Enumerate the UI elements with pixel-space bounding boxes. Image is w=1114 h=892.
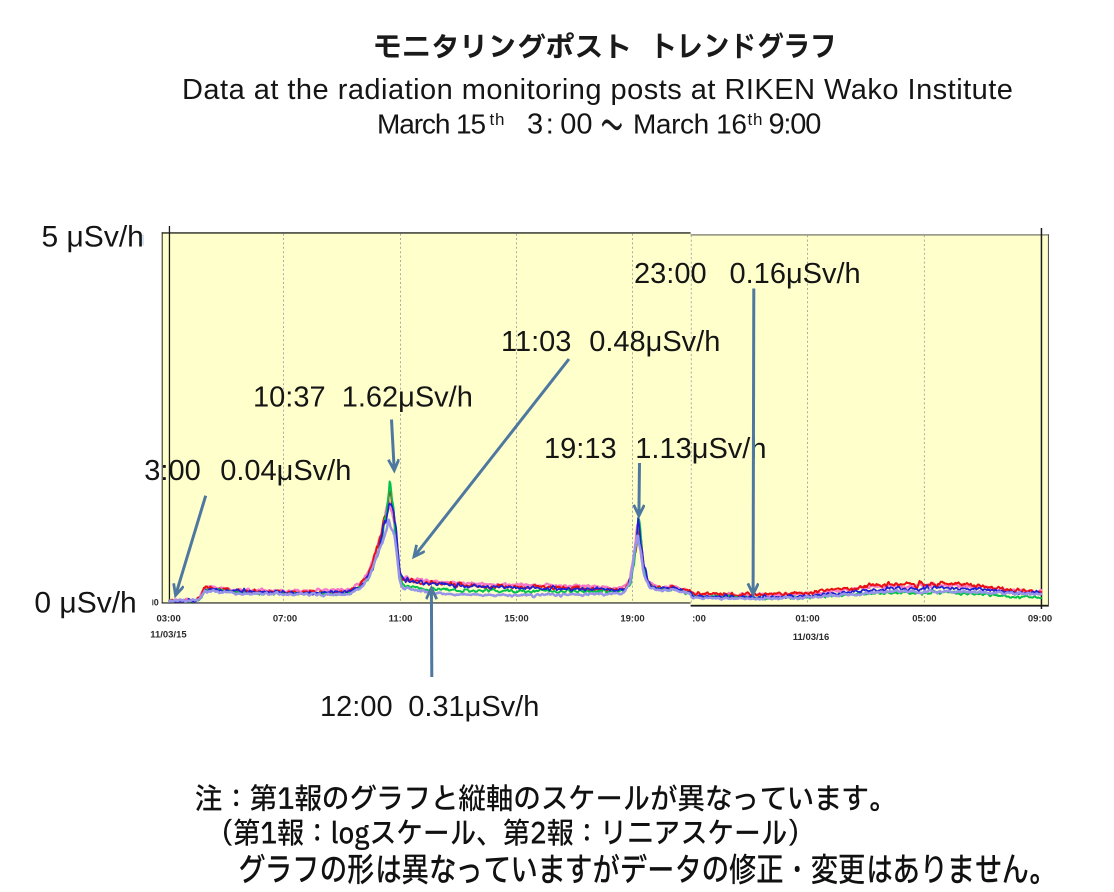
- svg-text:March 15: March 15: [377, 109, 485, 140]
- svg-text:0.31μSv/h: 0.31μSv/h: [408, 691, 539, 723]
- svg-text:05:00: 05:00: [912, 614, 936, 625]
- svg-text:03:00: 03:00: [156, 614, 180, 625]
- svg-text:1.13μSv/h: 1.13μSv/h: [635, 433, 766, 465]
- svg-text:15:00: 15:00: [504, 614, 528, 625]
- svg-text:3: 3: [527, 109, 543, 141]
- svg-text:11:00: 11:00: [389, 614, 413, 625]
- svg-text:0 μSv/h: 0 μSv/h: [34, 587, 136, 620]
- svg-text:1.62μSv/h: 1.62μSv/h: [342, 381, 473, 413]
- svg-text::: :: [546, 109, 554, 141]
- svg-text:5 μSv/h: 5 μSv/h: [42, 220, 144, 253]
- svg-text:9:00: 9:00: [769, 109, 821, 141]
- svg-text:0.16μSv/h: 0.16μSv/h: [730, 258, 861, 290]
- svg-text:3:00: 3:00: [144, 455, 200, 487]
- svg-text:23:00: 23:00: [634, 258, 707, 290]
- svg-text:March 16: March 16: [633, 109, 747, 140]
- svg-text:01:00: 01:00: [795, 614, 819, 625]
- svg-text:th: th: [490, 110, 506, 129]
- svg-text:00: 00: [560, 109, 592, 141]
- svg-text:11:03: 11:03: [501, 326, 571, 358]
- svg-text:19:13: 19:13: [544, 433, 617, 465]
- svg-text::00: :00: [692, 614, 706, 625]
- svg-text:0: 0: [154, 597, 159, 607]
- svg-text:th: th: [748, 110, 764, 129]
- svg-text:09:00: 09:00: [1028, 614, 1052, 625]
- svg-text:19:00: 19:00: [620, 614, 644, 625]
- svg-text:10:37: 10:37: [253, 381, 326, 413]
- svg-text:11/03/15: 11/03/15: [150, 630, 187, 641]
- svg-text:0.04μSv/h: 0.04μSv/h: [220, 455, 351, 487]
- svg-text:0.48μSv/h: 0.48μSv/h: [589, 326, 720, 358]
- svg-text:07:00: 07:00: [273, 614, 297, 625]
- svg-text:Data at the radiation monitori: Data at the radiation monitoring posts a…: [182, 74, 1013, 106]
- svg-text:11/03/16: 11/03/16: [793, 632, 829, 643]
- svg-text:12:00: 12:00: [320, 691, 393, 723]
